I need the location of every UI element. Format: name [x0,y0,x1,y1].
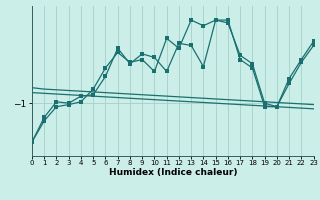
X-axis label: Humidex (Indice chaleur): Humidex (Indice chaleur) [108,168,237,177]
